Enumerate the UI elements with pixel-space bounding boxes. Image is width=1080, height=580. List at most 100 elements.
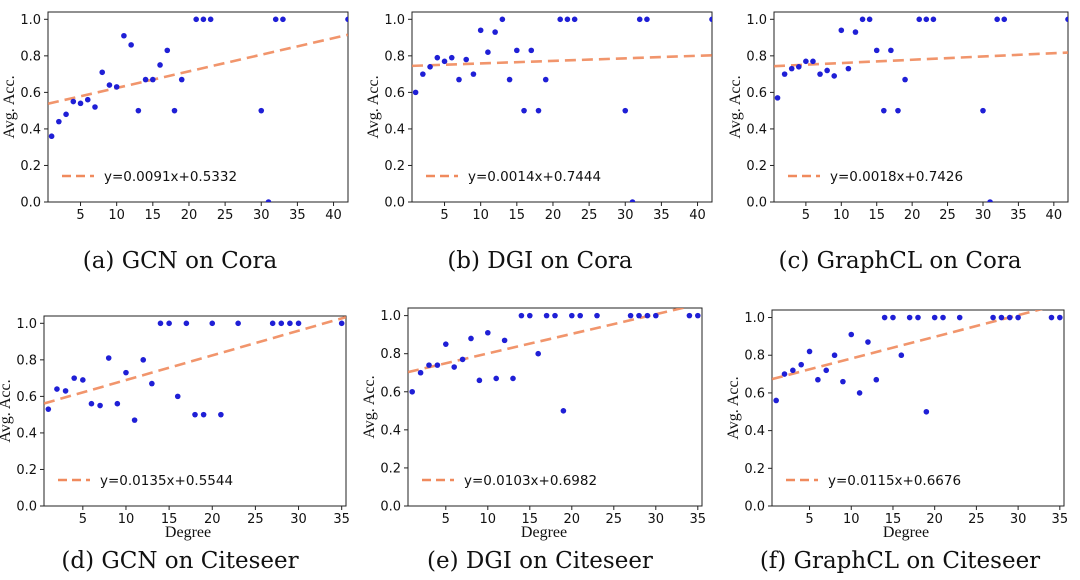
chart-gcn-citeseer: 0.0 0.2 0.4 0.6 0.8 1.0 5 10 15 20 25 30 35 Degree Avg… [0, 315, 350, 541]
data-point [644, 16, 650, 23]
x-tick-label: 5 [440, 208, 448, 220]
y-tick-label: 0.2 [746, 159, 767, 174]
x-tick-label: 40 [1046, 208, 1063, 220]
data-point [998, 314, 1005, 321]
data-point [521, 107, 527, 114]
data-point [200, 411, 207, 418]
data-point [940, 314, 946, 321]
data-point [510, 375, 516, 382]
x-tick-label: 10 [843, 512, 860, 527]
y-tick-label: 0.8 [744, 349, 765, 364]
data-point [287, 320, 293, 327]
data-point [552, 312, 558, 319]
x-tick-label: 25 [247, 512, 264, 527]
y-tick-label: 0.4 [380, 423, 401, 438]
caption-graphcl-cora: (c) GraphCL on Cora [778, 248, 1022, 274]
data-point [709, 16, 712, 23]
x-tick-label: 25 [606, 512, 623, 527]
data-point [62, 388, 69, 394]
y-tick-label: 0.8 [746, 49, 767, 64]
data-point [174, 393, 181, 400]
x-tick-label: 25 [217, 208, 234, 220]
x-tick-label: 35 [653, 208, 670, 220]
plot-area [772, 310, 1063, 415]
data-point [338, 320, 345, 327]
data-point [142, 76, 149, 83]
data-point [859, 16, 866, 23]
data-point [99, 69, 106, 76]
data-point [840, 378, 846, 385]
data-point [80, 377, 86, 383]
data-point [930, 16, 937, 23]
data-point [97, 402, 103, 409]
data-point [644, 312, 651, 319]
data-point [803, 58, 809, 65]
data-point [923, 16, 930, 23]
data-point [131, 417, 138, 423]
data-point [92, 104, 98, 110]
x-tick-label: 25 [968, 512, 985, 527]
caption-graphcl-citeseer: (f) GraphCL on Citeseer [759, 548, 1041, 574]
data-point [1065, 16, 1068, 23]
data-point [873, 376, 880, 383]
data-point [528, 47, 535, 54]
data-point [990, 314, 996, 321]
x-axis-label: Degree [521, 524, 567, 541]
x-tick-label: 30 [975, 208, 992, 220]
data-point [518, 312, 525, 319]
data-point [895, 107, 901, 114]
data-point [810, 58, 816, 65]
data-point [881, 314, 888, 321]
x-tick-label: 40 [689, 208, 706, 220]
x-tick-label: 30 [1010, 512, 1027, 527]
x-tick-label: 20 [181, 208, 198, 220]
fit-line [48, 33, 348, 106]
data-point [269, 320, 276, 327]
data-point [417, 369, 424, 376]
data-point [48, 133, 55, 140]
data-point [831, 352, 838, 359]
data-point [865, 339, 871, 345]
data-point [272, 16, 279, 23]
data-point [193, 16, 199, 23]
data-point [88, 400, 95, 407]
x-tick-label: 15 [509, 208, 526, 220]
data-point [915, 314, 921, 321]
y-tick-label: 0.2 [384, 159, 405, 174]
data-point [866, 16, 873, 23]
plot-frame [47, 11, 349, 203]
data-point [527, 312, 533, 319]
data-point [295, 320, 302, 327]
y-tick-label: 1.0 [20, 13, 41, 28]
y-tick-label: 0.2 [744, 462, 765, 477]
data-point [845, 65, 852, 72]
y-tick-label: 0.4 [746, 122, 767, 137]
data-point [1006, 314, 1013, 321]
data-point [798, 361, 804, 368]
plot-frame [407, 307, 703, 507]
data-point [456, 76, 462, 83]
legend-label: y=0.0103x+0.6982 [464, 473, 597, 489]
data-point [476, 377, 483, 384]
data-point [265, 199, 272, 202]
data-point [150, 76, 156, 83]
data-point [956, 314, 963, 321]
y-axis-label: Avg. Acc. [365, 75, 382, 138]
x-tick-label: 20 [564, 512, 581, 527]
y-tick-label: 0.8 [380, 347, 401, 362]
data-point [781, 371, 788, 377]
x-tick-label: 20 [545, 208, 562, 220]
y-tick-label: 1.0 [16, 317, 37, 332]
data-point [258, 107, 265, 114]
data-point [1001, 16, 1008, 23]
data-point [451, 364, 457, 370]
y-tick-label: 1.0 [744, 311, 765, 326]
x-tick-label: 25 [939, 208, 956, 220]
x-tick-label: 35 [690, 512, 707, 527]
x-tick-label: 10 [472, 208, 489, 220]
y-tick-label: 0.2 [380, 461, 401, 476]
data-point [514, 47, 520, 54]
data-point [106, 82, 113, 88]
data-point [459, 356, 466, 363]
